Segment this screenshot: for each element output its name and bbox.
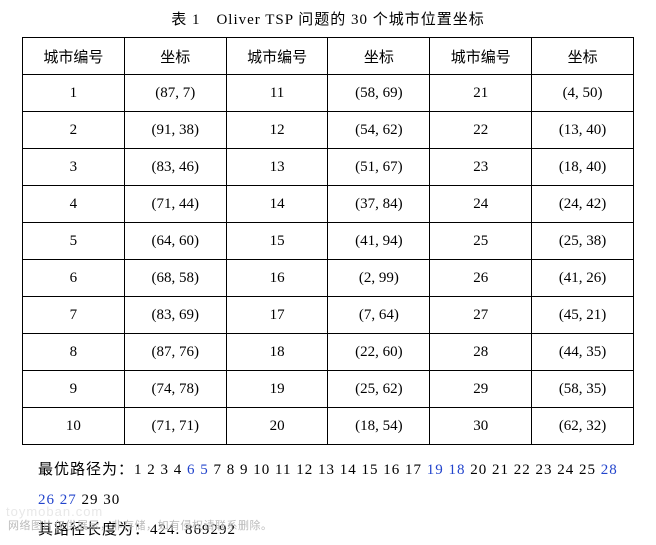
table-cell: (45, 21) <box>532 297 634 334</box>
route-seg-black: 20 21 22 23 24 25 <box>470 462 601 478</box>
table-row: 10(71, 71)20(18, 54)30(62, 32) <box>23 408 634 445</box>
table-cell: 17 <box>226 297 328 334</box>
table-cell: (44, 35) <box>532 334 634 371</box>
table-cell: (41, 26) <box>532 260 634 297</box>
table-cell: 12 <box>226 112 328 149</box>
table-cell: (25, 38) <box>532 223 634 260</box>
table-header-row: 城市编号 坐标 城市编号 坐标 城市编号 坐标 <box>23 38 634 75</box>
table-cell: 1 <box>23 75 125 112</box>
table-row: 5(64, 60)15(41, 94)25(25, 38) <box>23 223 634 260</box>
table-cell: (4, 50) <box>532 75 634 112</box>
table-cell: 6 <box>23 260 125 297</box>
route-seg-blue: 19 18 <box>427 462 471 478</box>
table-cell: (64, 60) <box>124 223 226 260</box>
table-cell: (71, 44) <box>124 186 226 223</box>
table-title: 表 1 Oliver TSP 问题的 30 个城市位置坐标 <box>22 8 634 29</box>
table-cell: 28 <box>430 334 532 371</box>
table-cell: 10 <box>23 408 125 445</box>
table-cell: (68, 58) <box>124 260 226 297</box>
table-cell: (18, 40) <box>532 149 634 186</box>
col-header: 坐标 <box>124 38 226 75</box>
table-cell: (58, 69) <box>328 75 430 112</box>
table-cell: (54, 62) <box>328 112 430 149</box>
table-cell: 8 <box>23 334 125 371</box>
table-cell: (24, 42) <box>532 186 634 223</box>
table-cell: (83, 46) <box>124 149 226 186</box>
table-cell: 27 <box>430 297 532 334</box>
table-cell: 26 <box>430 260 532 297</box>
table-cell: (41, 94) <box>328 223 430 260</box>
table-cell: 29 <box>430 371 532 408</box>
table-cell: (62, 32) <box>532 408 634 445</box>
table-cell: 30 <box>430 408 532 445</box>
table-row: 4(71, 44)14(37, 84)24(24, 42) <box>23 186 634 223</box>
table-cell: 14 <box>226 186 328 223</box>
col-header: 城市编号 <box>226 38 328 75</box>
table-cell: (2, 99) <box>328 260 430 297</box>
table-cell: 21 <box>430 75 532 112</box>
table-cell: (83, 69) <box>124 297 226 334</box>
table-cell: 4 <box>23 186 125 223</box>
table-cell: (51, 67) <box>328 149 430 186</box>
route-seg-blue: 6 5 <box>187 462 214 478</box>
table-cell: 2 <box>23 112 125 149</box>
route-label: 最优路径为： <box>38 462 134 478</box>
table-cell: 15 <box>226 223 328 260</box>
city-coords-table: 城市编号 坐标 城市编号 坐标 城市编号 坐标 1(87, 7)11(58, 6… <box>22 37 634 445</box>
table-cell: (87, 7) <box>124 75 226 112</box>
table-cell: 20 <box>226 408 328 445</box>
col-header: 坐标 <box>532 38 634 75</box>
footer-disclaimer: 网络图片仅供展示，非存储，如有侵权请联系删除。 <box>8 517 273 533</box>
table-cell: 13 <box>226 149 328 186</box>
table-row: 8(87, 76)18(22, 60)28(44, 35) <box>23 334 634 371</box>
table-cell: (18, 54) <box>328 408 430 445</box>
table-row: 1(87, 7)11(58, 69)21(4, 50) <box>23 75 634 112</box>
route-seg-black: 7 8 9 10 11 12 13 14 15 16 17 <box>214 462 427 478</box>
col-header: 城市编号 <box>23 38 125 75</box>
table-cell: (37, 84) <box>328 186 430 223</box>
table-cell: (71, 71) <box>124 408 226 445</box>
table-cell: (87, 76) <box>124 334 226 371</box>
table-row: 2(91, 38)12(54, 62)22(13, 40) <box>23 112 634 149</box>
table-cell: (13, 40) <box>532 112 634 149</box>
table-cell: 24 <box>430 186 532 223</box>
table-cell: (7, 64) <box>328 297 430 334</box>
col-header: 城市编号 <box>430 38 532 75</box>
col-header: 坐标 <box>328 38 430 75</box>
table-cell: (74, 78) <box>124 371 226 408</box>
table-row: 7(83, 69)17(7, 64)27(45, 21) <box>23 297 634 334</box>
table-cell: 19 <box>226 371 328 408</box>
table-cell: (58, 35) <box>532 371 634 408</box>
table-row: 6(68, 58)16(2, 99)26(41, 26) <box>23 260 634 297</box>
table-cell: 18 <box>226 334 328 371</box>
table-cell: 3 <box>23 149 125 186</box>
table-cell: (91, 38) <box>124 112 226 149</box>
route-seg-black: 1 2 3 4 <box>134 462 187 478</box>
table-cell: 16 <box>226 260 328 297</box>
table-cell: 5 <box>23 223 125 260</box>
table-cell: 25 <box>430 223 532 260</box>
table-cell: 22 <box>430 112 532 149</box>
table-cell: (25, 62) <box>328 371 430 408</box>
table-row: 3(83, 46)13(51, 67)23(18, 40) <box>23 149 634 186</box>
table-cell: 9 <box>23 371 125 408</box>
table-cell: 23 <box>430 149 532 186</box>
table-cell: 11 <box>226 75 328 112</box>
table-cell: (22, 60) <box>328 334 430 371</box>
table-cell: 7 <box>23 297 125 334</box>
table-row: 9(74, 78)19(25, 62)29(58, 35) <box>23 371 634 408</box>
